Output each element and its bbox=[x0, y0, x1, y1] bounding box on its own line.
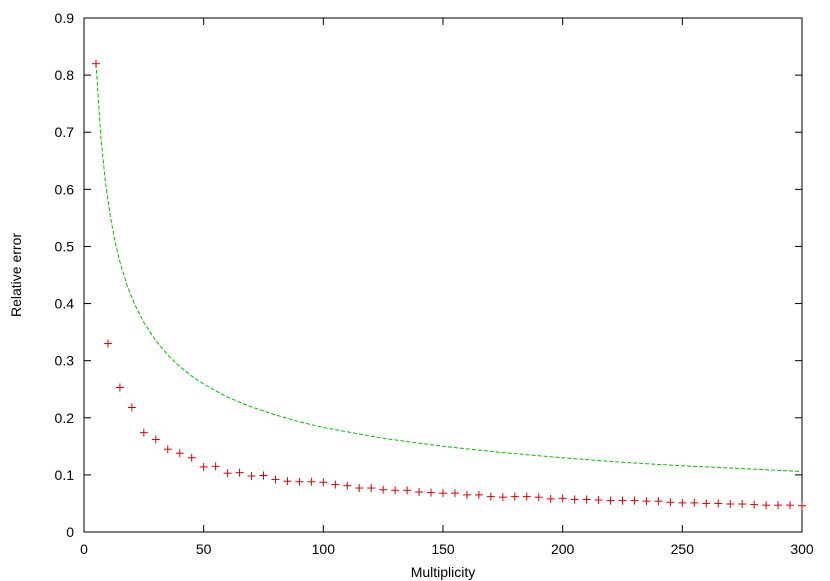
data-point bbox=[582, 495, 591, 504]
x-tick-label: 100 bbox=[312, 541, 336, 557]
x-tick-label: 50 bbox=[196, 541, 212, 557]
data-point bbox=[750, 500, 759, 509]
data-point bbox=[702, 499, 711, 508]
data-point bbox=[534, 493, 543, 502]
y-tick-label: 0.2 bbox=[55, 410, 75, 426]
data-point bbox=[223, 469, 232, 478]
x-tick-label: 250 bbox=[671, 541, 695, 557]
data-point bbox=[379, 485, 388, 494]
data-point bbox=[199, 462, 208, 471]
y-tick-label: 0.4 bbox=[55, 296, 75, 312]
data-point bbox=[474, 490, 483, 499]
y-tick-label: 0.5 bbox=[55, 238, 75, 254]
data-point bbox=[355, 484, 364, 493]
data-point bbox=[654, 497, 663, 506]
data-point bbox=[774, 501, 783, 510]
x-tick-label: 150 bbox=[431, 541, 455, 557]
x-tick-labels: 0 50 100 150 200 250 300 bbox=[80, 541, 814, 557]
data-point bbox=[163, 445, 172, 454]
data-point bbox=[439, 489, 447, 498]
data-point bbox=[486, 492, 495, 501]
data-point bbox=[510, 492, 519, 501]
data-point bbox=[175, 449, 184, 458]
data-point bbox=[630, 496, 639, 505]
data-point bbox=[606, 496, 615, 505]
data-point bbox=[666, 498, 675, 507]
data-point bbox=[678, 498, 687, 507]
data-point bbox=[427, 488, 436, 497]
y-tick-label: 0.1 bbox=[55, 467, 75, 483]
y-tick-label: 0.9 bbox=[55, 10, 75, 26]
data-point bbox=[139, 428, 148, 437]
data-point bbox=[450, 489, 459, 498]
data-point bbox=[738, 500, 747, 509]
data-point bbox=[522, 492, 531, 501]
y-tick-label: 0.6 bbox=[55, 181, 75, 197]
data-point bbox=[367, 484, 376, 493]
data-point bbox=[462, 490, 471, 499]
y-axis-label: Relative error bbox=[8, 233, 24, 317]
y-tick-label: 0 bbox=[66, 524, 74, 540]
axis-ticks bbox=[83, 17, 803, 533]
data-point bbox=[319, 478, 328, 487]
data-point bbox=[498, 493, 507, 502]
data-point bbox=[415, 488, 424, 497]
y-tick-label: 0.8 bbox=[55, 67, 75, 83]
y-tick-label: 0.3 bbox=[55, 353, 75, 369]
data-point bbox=[726, 500, 735, 509]
fit-curve-line bbox=[95, 63, 803, 472]
data-point bbox=[618, 496, 627, 505]
data-point bbox=[259, 471, 268, 480]
data-point bbox=[307, 477, 316, 486]
data-point bbox=[391, 486, 400, 495]
data-point bbox=[570, 495, 579, 504]
x-tick-label: 0 bbox=[80, 541, 88, 557]
data-point bbox=[91, 59, 100, 68]
data-point bbox=[594, 496, 603, 505]
data-point bbox=[103, 339, 112, 348]
data-point bbox=[247, 472, 256, 481]
data-point bbox=[295, 477, 304, 486]
data-point bbox=[151, 435, 160, 444]
data-point bbox=[331, 480, 340, 489]
x-tick-label: 300 bbox=[790, 541, 814, 557]
data-point bbox=[762, 501, 771, 510]
data-point bbox=[798, 501, 806, 510]
data-point bbox=[558, 494, 567, 503]
data-point bbox=[714, 499, 723, 508]
data-point bbox=[642, 497, 651, 506]
data-point bbox=[690, 498, 699, 507]
data-point bbox=[546, 494, 555, 503]
data-point bbox=[271, 475, 280, 484]
data-point bbox=[343, 481, 352, 490]
data-point bbox=[127, 403, 136, 412]
y-tick-label: 0.7 bbox=[55, 124, 75, 140]
data-point bbox=[115, 383, 124, 392]
data-point bbox=[187, 453, 196, 462]
fit-curve-series bbox=[95, 63, 803, 472]
data-point bbox=[786, 501, 795, 510]
data-point bbox=[235, 468, 244, 477]
data-point bbox=[403, 486, 412, 495]
y-tick-labels: 0 0.1 0.2 0.3 0.4 0.5 0.6 0.7 0.8 0.9 bbox=[55, 10, 75, 540]
data-points-series bbox=[91, 59, 806, 510]
data-point bbox=[211, 462, 220, 471]
x-axis-label: Multiplicity bbox=[411, 564, 476, 580]
x-tick-label: 200 bbox=[551, 541, 575, 557]
data-point bbox=[283, 477, 292, 486]
